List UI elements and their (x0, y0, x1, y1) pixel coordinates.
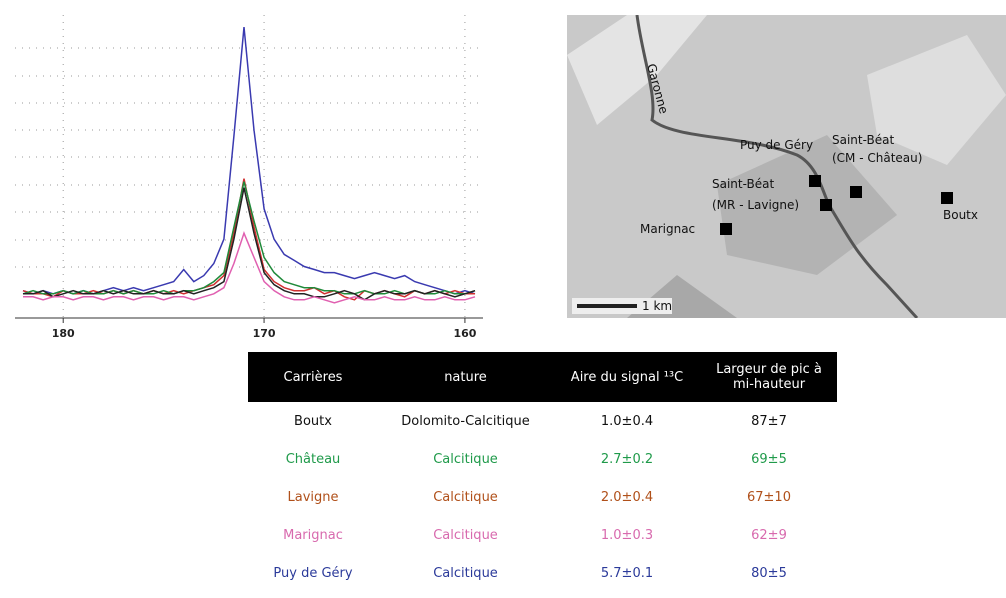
spectrum-chart: 180 170 160 (0, 0, 495, 345)
header-cell: Largeur de pic à mi-hauteur (701, 352, 837, 402)
table-cell: 62±9 (701, 516, 837, 554)
table-cell: Château (248, 440, 378, 478)
map-label: (CM - Château) (832, 151, 922, 165)
table-cell: 67±10 (701, 478, 837, 516)
table-cell: Marignac (248, 516, 378, 554)
header-cell: Aire du signal ¹³C (553, 352, 701, 402)
header-cell: Carrières (248, 352, 378, 402)
page: 180 170 160 Garonne Puy de Géry Saint-Béat… (0, 0, 1006, 598)
map-label: Puy de Géry (740, 138, 813, 152)
site-marker (820, 199, 832, 211)
spectrum-line (23, 27, 475, 294)
table-cell: 2.0±0.4 (553, 478, 701, 516)
scale-label: 1 km (642, 299, 672, 313)
table-cell: 80±5 (701, 554, 837, 592)
scale-bar (577, 304, 637, 308)
site-marker (720, 223, 732, 235)
header-cell: nature (378, 352, 553, 402)
map-label: Saint-Béat (832, 133, 894, 147)
x-tick-label: 180 (52, 327, 75, 340)
x-tick-label: 170 (253, 327, 276, 340)
table-cell: Puy de Géry (248, 554, 378, 592)
table-cell: Calcitique (378, 554, 553, 592)
map-label: (MR - Lavigne) (712, 198, 799, 212)
table-cell: Calcitique (378, 440, 553, 478)
map-label: Marignac (640, 222, 695, 236)
site-marker (941, 192, 953, 204)
spectrum-line (23, 179, 475, 300)
table-cell: 87±7 (701, 402, 837, 440)
map-label: Boutx (943, 208, 978, 222)
map: Garonne Puy de Géry Saint-Béat (CM - Châ… (567, 15, 1006, 318)
site-marker (809, 175, 821, 187)
table-cell: 1.0±0.4 (553, 402, 701, 440)
table-cell: Lavigne (248, 478, 378, 516)
table-cell: Calcitique (378, 516, 553, 554)
table-cell: 2.7±0.2 (553, 440, 701, 478)
table-cell: 69±5 (701, 440, 837, 478)
table-cell: 5.7±0.1 (553, 554, 701, 592)
table-cell: Calcitique (378, 478, 553, 516)
table-cell: 1.0±0.3 (553, 516, 701, 554)
table-cell: Boutx (248, 402, 378, 440)
site-marker (850, 186, 862, 198)
table-cell: Dolomito-Calcitique (378, 402, 553, 440)
map-label: Saint-Béat (712, 177, 774, 191)
x-tick-label: 160 (453, 327, 476, 340)
